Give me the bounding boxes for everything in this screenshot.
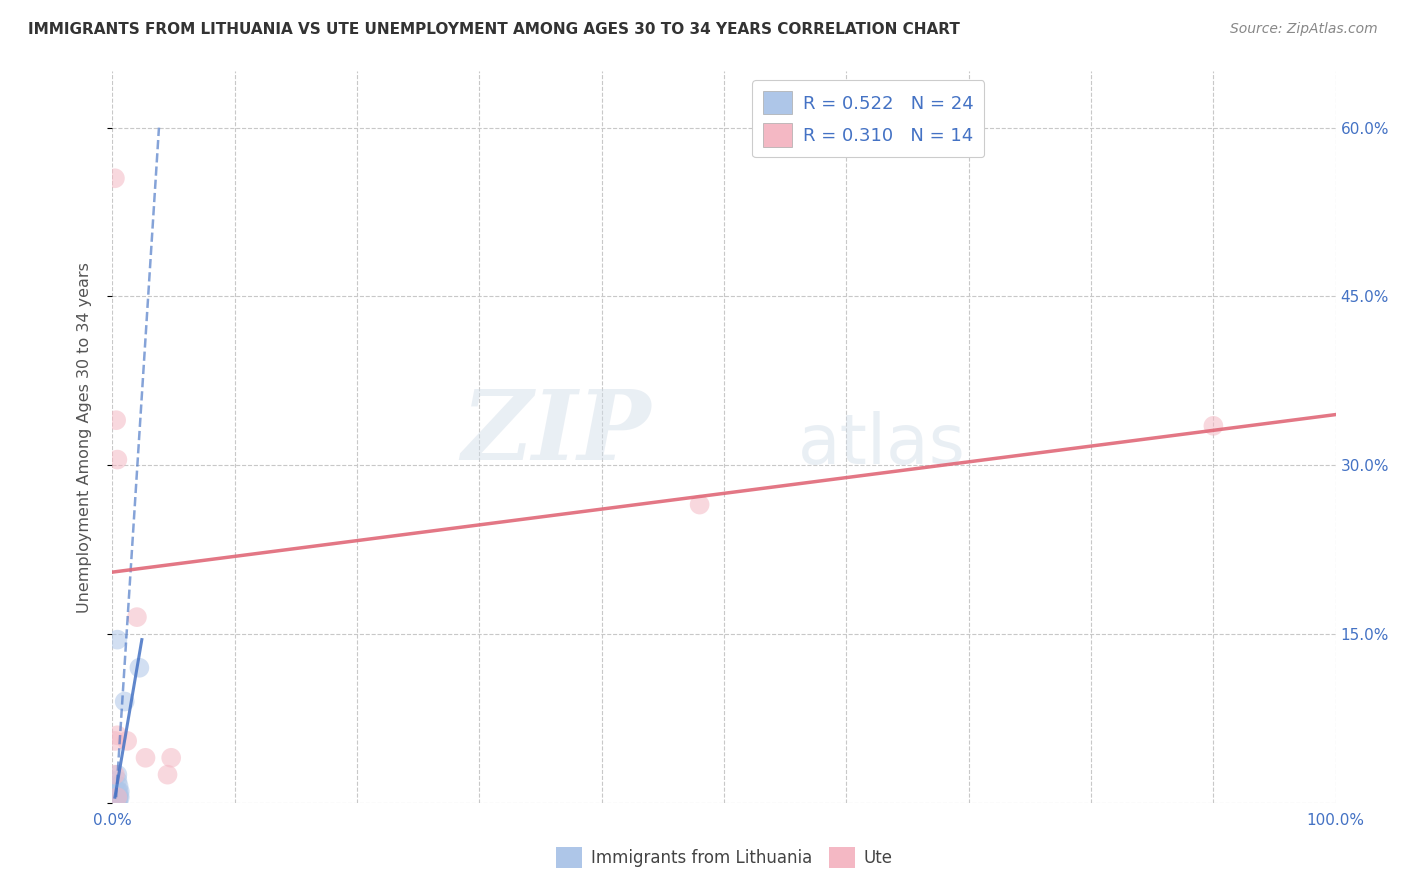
Point (104, 796, 127, 810)
Y-axis label: Unemployment Among Ages 30 to 34 years: Unemployment Among Ages 30 to 34 years (77, 261, 91, 613)
Point (105, 796, 128, 810)
Point (105, 790, 128, 805)
Point (115, 734, 138, 748)
Point (105, 790, 128, 805)
Point (105, 796, 128, 810)
Text: Source: ZipAtlas.com: Source: ZipAtlas.com (1230, 22, 1378, 37)
Point (104, 767, 127, 781)
Point (105, 790, 128, 805)
Point (134, 751, 156, 765)
Point (105, 632, 128, 647)
Point (160, 751, 183, 765)
Point (105, 790, 128, 805)
Point (107, 784, 129, 798)
Point (104, 171, 127, 186)
Point (105, 790, 128, 805)
Point (156, 767, 179, 781)
Point (105, 452, 128, 467)
Point (105, 796, 128, 810)
Point (104, 734, 127, 748)
Point (108, 790, 131, 805)
Point (105, 767, 128, 781)
Text: ZIP: ZIP (461, 386, 651, 481)
Point (108, 784, 131, 798)
Point (105, 796, 128, 810)
Point (105, 773, 128, 788)
Point (107, 790, 129, 805)
Point (104, 796, 127, 810)
Text: IMMIGRANTS FROM LITHUANIA VS UTE UNEMPLOYMENT AMONG AGES 30 TO 34 YEARS CORRELAT: IMMIGRANTS FROM LITHUANIA VS UTE UNEMPLO… (28, 22, 960, 37)
Legend: Immigrants from Lithuania, Ute: Immigrants from Lithuania, Ute (548, 840, 900, 875)
Point (1202, 418, 1225, 433)
Text: atlas: atlas (797, 411, 966, 478)
Point (125, 610, 148, 624)
Point (107, 790, 129, 805)
Point (105, 728, 128, 742)
Point (105, 796, 128, 810)
Point (114, 694, 136, 708)
Point (689, 498, 711, 512)
Point (128, 661, 150, 675)
Point (105, 784, 128, 798)
Point (105, 413, 128, 427)
Point (107, 796, 129, 810)
Point (107, 779, 129, 793)
